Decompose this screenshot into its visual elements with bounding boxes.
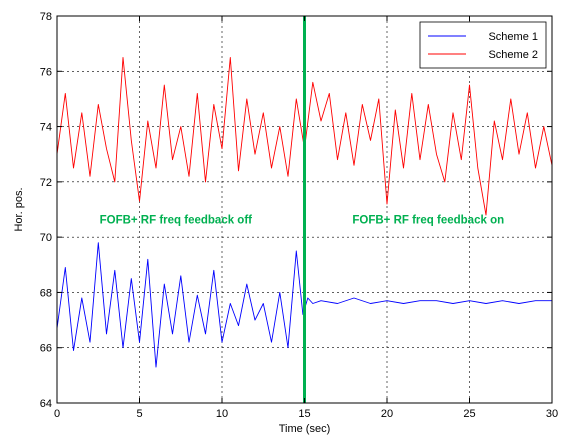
x-axis-label: Time (sec) [279,423,331,435]
legend: Scheme 1 Scheme 2 [419,21,547,69]
x-tick-label: 10 [216,408,228,420]
y-tick-label: 66 [40,343,52,355]
annotation-1: FOFB+ RF freq feedback off [100,214,253,226]
annotations: FOFB+ RF freq feedback off FOFB+ RF freq … [100,214,505,226]
legend-label-1: Scheme 1 [488,31,538,43]
x-tick-label: 15 [298,408,310,420]
y-tick-label: 70 [40,232,52,244]
annotation-2: FOFB+ RF freq feedback on [352,214,504,226]
x-tick-label: 30 [546,408,558,420]
y-tick-label: 74 [40,122,52,134]
x-tick-label: 20 [381,408,393,420]
ticks: 0 5 10 15 20 25 30 64 66 68 70 72 74 76 78 [40,11,558,420]
legend-box [419,21,547,69]
y-tick-label: 72 [40,177,52,189]
y-tick-label: 68 [40,287,52,299]
x-tick-label: 0 [54,408,60,420]
y-tick-label: 78 [40,11,52,23]
series-line-1 [56,242,552,368]
x-tick-label: 5 [136,408,142,420]
y-axis-label: Hor. pos. [13,187,25,231]
x-tick-label: 25 [463,408,475,420]
y-tick-label: 64 [40,398,52,410]
y-tick-label: 76 [40,66,52,78]
legend-label-2: Scheme 2 [488,49,538,61]
